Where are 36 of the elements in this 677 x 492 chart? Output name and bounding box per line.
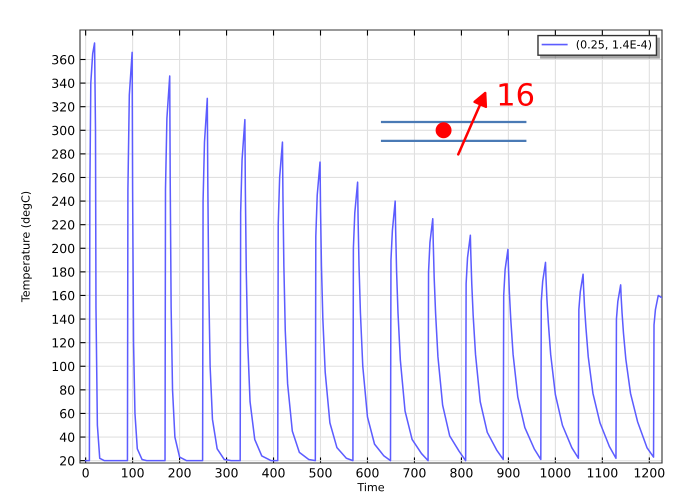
x-tick-label: 500 (310, 468, 332, 478)
y-tick-label: 360 (52, 54, 74, 64)
x-tick-label: 1000 (540, 468, 570, 478)
y-tick-label: 320 (52, 102, 74, 112)
y-tick-label: 260 (52, 172, 74, 182)
x-tick-label: 100 (122, 468, 144, 478)
x-tick-label: 200 (168, 468, 191, 478)
x-axis-title: Time (357, 482, 384, 492)
y-tick-label: 40 (60, 432, 74, 442)
y-tick-label: 300 (52, 126, 74, 136)
y-tick-label: 120 (52, 338, 74, 348)
x-tick-label: 300 (216, 468, 238, 478)
y-tick-label: 280 (52, 149, 74, 159)
x-tick-label: 1100 (588, 468, 618, 478)
y-tick-label: 240 (52, 196, 74, 206)
x-tick-label: 600 (356, 468, 379, 478)
y-tick-label: 100 (52, 362, 74, 372)
y-axis-title: Temperature (degC) (21, 192, 32, 302)
x-tick-label: 900 (497, 468, 520, 478)
x-tick-label: 800 (450, 468, 473, 478)
y-tick-label: 60 (60, 408, 74, 418)
legend-label: (0.25, 1.4E-4) (576, 40, 652, 50)
x-tick-label: 0 (82, 468, 89, 478)
y-tick-label: 200 (52, 244, 74, 254)
y-tick-label: 20 (60, 456, 74, 466)
y-tick-label: 80 (60, 385, 74, 395)
x-tick-label: 1200 (634, 468, 664, 478)
y-tick-label: 140 (52, 314, 74, 324)
y-tick-label: 160 (52, 290, 74, 300)
annotation: 16 (499, 82, 534, 106)
x-tick-label: 700 (404, 468, 426, 478)
y-tick-label: 180 (52, 267, 74, 277)
y-tick-label: 340 (52, 78, 74, 88)
line-series (84, 42, 662, 462)
x-tick-label: 400 (262, 468, 285, 478)
y-tick-label: 220 (52, 220, 74, 230)
